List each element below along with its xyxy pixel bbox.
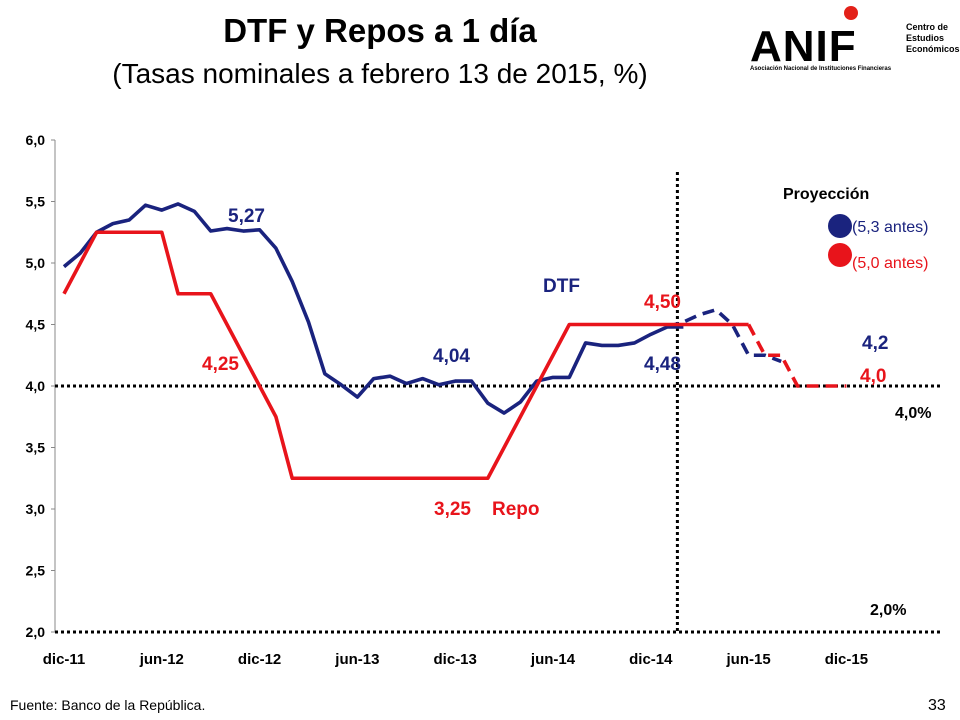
y-tick-label: 3,5 <box>26 440 46 456</box>
anif-logo: ANIF Centro de Estudios Económicos Asoci… <box>750 4 960 74</box>
legend-repo-marker-icon <box>828 243 852 267</box>
refline-label-2: 2,0% <box>870 602 906 619</box>
series-line-dtf <box>62 202 684 415</box>
annotation-repo-425: 4,25 <box>202 354 239 375</box>
legend-title: Proyección <box>783 186 869 203</box>
legend-dtf-prev: (5,3 antes) <box>852 219 928 236</box>
annotation-dtf-name: DTF <box>543 276 580 297</box>
annotation-repo-450: 4,50 <box>644 292 681 313</box>
legend-dtf-marker-icon <box>828 214 852 238</box>
logo-sub-text: Asociación Nacional de Instituciones Fin… <box>750 66 892 72</box>
y-tick-label: 6,0 <box>26 132 46 148</box>
y-tick-label: 4,5 <box>26 317 46 333</box>
annotation-dtf-448: 4,48 <box>644 354 681 375</box>
page-title: DTF y Repos a 1 día <box>223 12 537 49</box>
refline-label-4: 4,0% <box>895 405 931 422</box>
series-line-repo <box>62 230 749 481</box>
annotation-dtf-527: 5,27 <box>228 206 265 227</box>
legend-repo-prev: (5,0 antes) <box>852 255 928 272</box>
y-tick-label: 5,5 <box>26 194 46 210</box>
x-tick-label: dic-11 <box>43 651 86 668</box>
x-tick-label: dic-14 <box>629 651 673 668</box>
annotation-repo-name: Repo <box>492 499 540 520</box>
chart-labels: 5,27 4,04 4,48 4,2 DTF 4,25 3,25 Repo 4,… <box>202 206 931 619</box>
x-tick-label: jun-13 <box>334 651 379 668</box>
logo-dot-icon <box>844 6 858 20</box>
projection-line-dtf <box>666 307 782 364</box>
annotation-repo-325: 3,25 <box>434 499 471 520</box>
annotation-repo-40: 4,0 <box>860 366 886 387</box>
x-tick-label: dic-13 <box>434 651 477 668</box>
chart-axes: 2,0 2,5 3,0 3,5 4,0 4,5 5,0 5,5 6,0 dic-11 jun-12 d… <box>26 132 869 668</box>
x-tick-label: dic-15 <box>825 651 868 668</box>
projection-line-repo <box>747 323 847 388</box>
annotation-dtf-42: 4,2 <box>862 333 888 354</box>
page-subtitle: (Tasas nominales a febrero 13 de 2015, %… <box>112 58 648 89</box>
projection-legend: Proyección (5,3 antes) (5,0 antes) <box>783 186 928 272</box>
y-tick-label: 3,0 <box>26 501 46 517</box>
logo-word: ANIF <box>750 22 857 71</box>
logo-side-text: Centro de Estudios Económicos <box>906 22 960 54</box>
y-tick-label: 5,0 <box>26 255 46 271</box>
x-tick-label: jun-12 <box>139 651 184 668</box>
source-note: Fuente: Banco de la República. <box>10 697 206 713</box>
annotation-dtf-404: 4,04 <box>433 346 470 367</box>
page-number: 33 <box>928 697 946 714</box>
y-tick-label: 2,5 <box>26 563 46 579</box>
x-tick-label: jun-14 <box>530 651 576 668</box>
y-tick-label: 4,0 <box>26 378 46 394</box>
x-tick-label: jun-15 <box>726 651 771 668</box>
y-tick-label: 2,0 <box>26 624 46 640</box>
x-tick-label: dic-12 <box>238 651 281 668</box>
reference-lines <box>55 172 940 634</box>
series-lines <box>62 202 847 481</box>
